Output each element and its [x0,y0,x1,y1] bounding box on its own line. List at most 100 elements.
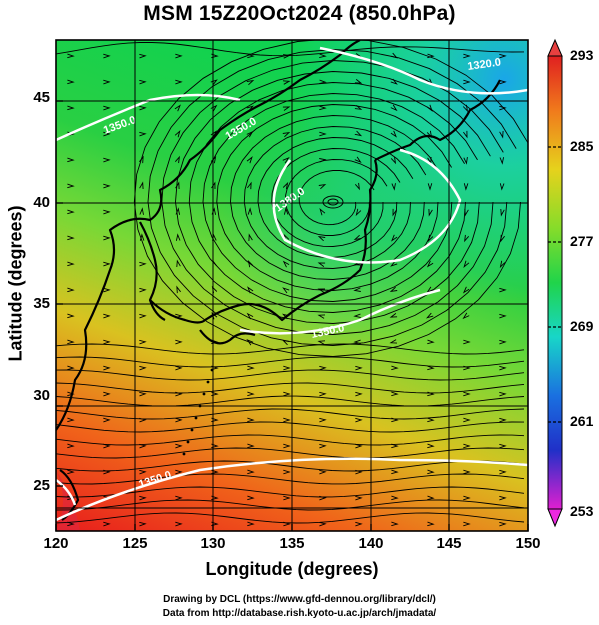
streamline-arrow [427,443,435,449]
streamline-arrow [319,443,327,449]
colorbar-tick-label: 293 [570,47,594,63]
streamline-arrow [103,79,111,85]
streamline-arrow [283,443,291,449]
colorbar-tick-label: 253 [570,503,594,519]
streamline-arrow [354,79,363,84]
streamline-arrow [247,207,253,215]
streamline-arrow [425,312,434,319]
streamline-arrow [390,156,397,165]
streamline-arrow [139,131,147,137]
streamline [56,395,525,407]
streamline-arrow [499,365,507,371]
streamline-arrow [103,313,111,319]
streamline-arrow [139,469,147,475]
streamline-arrow [139,287,147,293]
streamline-arrow [427,495,435,501]
streamline-arrow [139,313,147,319]
streamline [298,170,375,226]
y-tick-label: 40 [33,194,50,211]
colorbar-tick-label: 285 [570,138,594,154]
streamline-arrow [500,208,505,217]
streamline-arrow [139,233,145,241]
streamline-arrow [499,79,507,85]
streamline-arrow [462,286,470,294]
streamline [56,447,525,459]
streamline-arrow [427,234,434,243]
streamline-arrow [139,79,147,85]
streamline-arrow [282,260,290,268]
streamline-arrow [391,365,399,371]
streamline [56,434,525,446]
streamline [285,159,388,236]
streamline-arrow [103,365,111,371]
streamline-arrow [354,104,363,110]
x-tick-label: 130 [200,535,226,552]
streamline-arrow [247,521,255,527]
streamline-arrow [353,313,361,319]
streamline-arrow [246,156,253,164]
streamline-arrow [317,235,326,242]
streamline-arrow [175,181,180,190]
streamline-arrow [281,339,290,346]
streamline-arrow [463,443,471,449]
x-axis-label: Longitude (degrees) [205,559,379,579]
streamline-arrow [175,521,183,527]
streamline-arrow [247,495,255,501]
streamline-arrow [67,443,75,449]
streamline-arrow [67,79,75,85]
streamline [230,115,440,280]
streamline [56,369,525,381]
streamline [257,137,414,258]
streamline-arrow [67,391,75,397]
streamline-arrow [464,234,470,243]
streamline-arrow [246,79,255,86]
graticule [56,40,528,531]
streamline-arrow [390,52,398,59]
streamline-arrow [282,131,291,138]
streamline-arrow [499,521,507,527]
streamline-arrow [499,417,507,423]
streamline-arrow [499,183,505,191]
streamline-arrow [67,209,75,215]
streamline-arrow [391,417,399,423]
streamline-arrow [354,130,363,137]
streamline-arrow [246,130,254,138]
streamline-arrow [355,365,363,371]
streamline-arrow [103,287,111,293]
streamline [56,460,525,472]
streamline [56,343,525,355]
x-tick-label: 140 [358,535,384,552]
streamline [188,82,478,313]
colorbar-tick-label: 277 [570,233,594,249]
streamline [161,60,504,335]
streamline-arrow [283,54,291,59]
streamline-arrow [103,53,111,59]
streamline-arrow [175,443,183,449]
streamline-arrow [67,183,75,189]
streamline-arrow [499,443,507,449]
streamline-arrow [319,391,327,397]
streamline [56,382,525,394]
streamline-arrow [391,443,399,449]
streamline-arrow [353,287,361,292]
streamline-arrow [103,521,111,527]
streamline-arrow [247,443,255,449]
streamline-arrow [103,209,111,215]
streamline-arrow [175,233,181,241]
streamline-arrow [392,208,397,217]
streamline-arrow [499,53,507,59]
streamline-arrow [463,469,471,475]
streamline-arrow [499,157,505,165]
streamline-arrow [389,339,398,344]
streamline-arrow [283,469,291,475]
streamline-arrow [283,417,291,423]
streamline-arrow [318,183,327,190]
y-tick-label: 45 [33,89,50,106]
streamline-arrow [390,104,398,112]
map-title: MSM 15Z20Oct2024 (850.0hPa) [143,2,456,25]
streamline [56,512,525,524]
streamline-arrow [317,288,326,293]
streamline-arrow [463,365,471,371]
y-axis-label: Latitude (degrees) [5,205,26,362]
